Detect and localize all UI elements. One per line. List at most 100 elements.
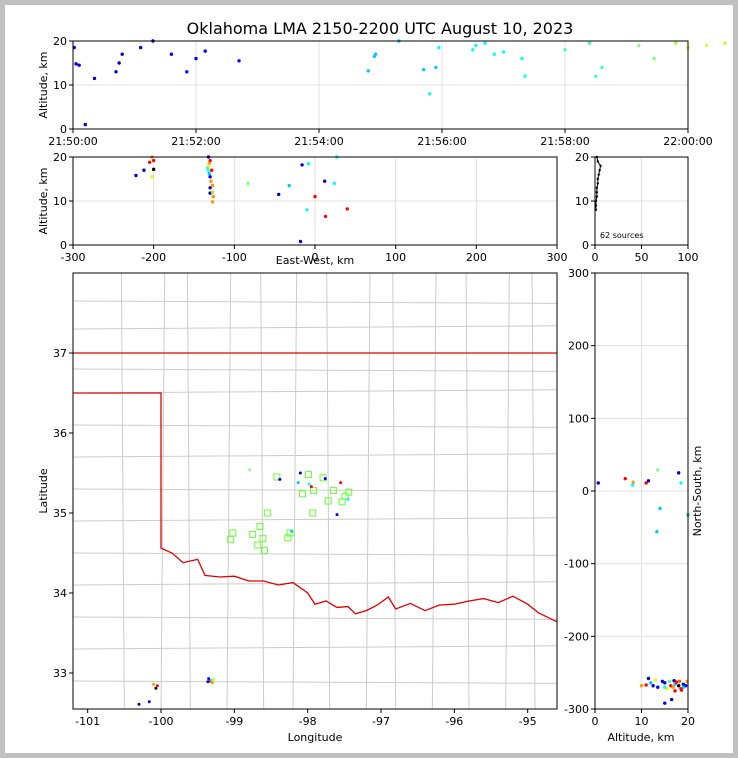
lma-station-marker bbox=[304, 471, 312, 479]
plan-source-point bbox=[290, 529, 294, 533]
plan-ytick-label: 34 bbox=[53, 587, 67, 600]
ns-alt-source-point bbox=[656, 468, 660, 472]
alt-time-source-point bbox=[600, 65, 604, 70]
lma-station-marker bbox=[286, 529, 294, 537]
ns-alt-source-point bbox=[623, 476, 627, 481]
lma-figure: Oklahoma LMA 2150-2200 UTC August 10, 20… bbox=[37, 19, 727, 744]
county-boundary bbox=[73, 424, 557, 428]
alt-time-source-point bbox=[652, 56, 656, 61]
alt-time-source-point bbox=[637, 43, 641, 48]
plan-xtick-label: -99 bbox=[225, 715, 243, 728]
ns-alt-source-point bbox=[677, 471, 681, 475]
alt-time-source-point bbox=[594, 74, 598, 78]
alt-hist-bin bbox=[595, 191, 599, 194]
plan-source-point bbox=[212, 677, 216, 681]
ns-alt-source-point bbox=[656, 685, 660, 689]
ns-alt-xtick-label: 20 bbox=[681, 715, 695, 728]
alt-time-xtick-label: 21:52:00 bbox=[171, 135, 220, 148]
alt-ew-source-point bbox=[208, 158, 212, 163]
ns-alt-source-point bbox=[658, 506, 662, 511]
plan-ytick-label: 35 bbox=[53, 507, 67, 520]
alt-ew-source-point bbox=[150, 175, 154, 179]
ns-alt-source-point bbox=[663, 701, 667, 705]
alt-ew-source-point bbox=[134, 173, 138, 178]
plan-source-point bbox=[147, 700, 151, 704]
alt-time-source-point bbox=[674, 41, 678, 45]
county-boundary bbox=[73, 680, 557, 684]
plan-xtick-label: -98 bbox=[299, 715, 317, 728]
alt-time-source-point bbox=[185, 70, 189, 74]
alt-ew-xtick-label: -300 bbox=[61, 251, 86, 264]
lma-station-marker bbox=[259, 535, 267, 543]
county-boundary bbox=[120, 273, 125, 709]
alt-time-xtick-label: 21:54:00 bbox=[294, 135, 343, 148]
alt-time-ytick-label: 10 bbox=[53, 79, 67, 92]
ns-alt-source-point bbox=[644, 481, 648, 485]
county-boundary bbox=[73, 552, 557, 556]
alt-time-source-point bbox=[704, 43, 709, 48]
ns-alt-source-point bbox=[674, 680, 679, 684]
plan-source-point bbox=[309, 485, 313, 489]
alt-ew-source-point bbox=[209, 179, 213, 183]
alt-time-source-point bbox=[117, 61, 121, 65]
alt-time-source-point bbox=[523, 74, 527, 78]
alt-time-source-point bbox=[492, 52, 496, 56]
alt-ew-source-point bbox=[313, 194, 317, 199]
county-boundary bbox=[73, 453, 557, 458]
alt-hist-bin bbox=[599, 164, 602, 167]
alt-time-xtick-label: 22:00:00 bbox=[663, 135, 712, 148]
alt-hist-bin bbox=[596, 160, 599, 163]
county-boundary bbox=[73, 368, 557, 372]
lma-station-marker bbox=[227, 535, 235, 543]
ns-alt-frame bbox=[594, 272, 689, 710]
alt-ew-source-point bbox=[151, 167, 156, 172]
alt-hist-xtick-label: 0 bbox=[592, 251, 599, 264]
ns-alt-ytick-label: 0 bbox=[582, 485, 589, 498]
alt-ew-ytick-label: 10 bbox=[53, 195, 67, 208]
county-boundary bbox=[326, 273, 331, 709]
plan-source-point bbox=[346, 497, 350, 501]
alt-time-source-point bbox=[437, 45, 441, 50]
lma-station-marker bbox=[324, 497, 332, 505]
alt-ew-source-point bbox=[298, 239, 303, 244]
alt-ew-source-point bbox=[246, 181, 250, 186]
figure-title: Oklahoma LMA 2150-2200 UTC August 10, 20… bbox=[187, 19, 574, 38]
alt-hist-ytick-label: 10 bbox=[575, 195, 589, 208]
ns-alt-source-point bbox=[670, 697, 674, 702]
alt-time-source-point bbox=[237, 59, 241, 63]
county-boundary bbox=[160, 273, 166, 709]
ns-alt-source-point bbox=[679, 481, 683, 485]
alt-ew-source-point bbox=[211, 194, 216, 199]
alt-ew-ytick-label: 20 bbox=[53, 151, 67, 164]
ns-alt-xlabel: Altitude, km bbox=[607, 731, 674, 744]
alt-ew-source-point bbox=[207, 172, 212, 176]
ns-alt-source-point bbox=[631, 480, 635, 484]
plan-source-point bbox=[248, 468, 252, 472]
alt-ew-ytick-label: 0 bbox=[60, 239, 67, 252]
alt-time-source-point bbox=[474, 43, 478, 48]
county-boundary bbox=[226, 273, 232, 709]
plan-xtick-label: -101 bbox=[75, 715, 100, 728]
county-boundary bbox=[292, 273, 298, 709]
alt-time-frame bbox=[72, 40, 689, 130]
ns-alt-ytick-label: 200 bbox=[568, 340, 589, 353]
lma-station-marker bbox=[299, 490, 307, 498]
plan-source-point bbox=[298, 471, 302, 475]
alt-ew-source-point bbox=[151, 158, 156, 163]
ns-alt-ytick-label: -100 bbox=[564, 558, 589, 571]
ns-alt-source-point bbox=[671, 685, 675, 689]
ns-alt-source-point bbox=[663, 681, 667, 685]
plan-source-point bbox=[155, 684, 159, 688]
lma-station-marker bbox=[249, 531, 257, 539]
plan-source-point bbox=[339, 481, 343, 485]
alt-time-source-point bbox=[138, 45, 143, 50]
alt-time-source-point bbox=[520, 56, 524, 61]
plan-source-point bbox=[323, 477, 327, 481]
alt-hist-ytick-label: 20 bbox=[575, 151, 589, 164]
plan-source-point bbox=[152, 682, 156, 686]
ns-alt-source-point bbox=[655, 529, 659, 534]
alt-time-source-point bbox=[587, 41, 592, 45]
alt-ew-source-point bbox=[322, 179, 327, 183]
county-boundary bbox=[73, 325, 557, 330]
alt-time-source-point bbox=[723, 41, 727, 45]
